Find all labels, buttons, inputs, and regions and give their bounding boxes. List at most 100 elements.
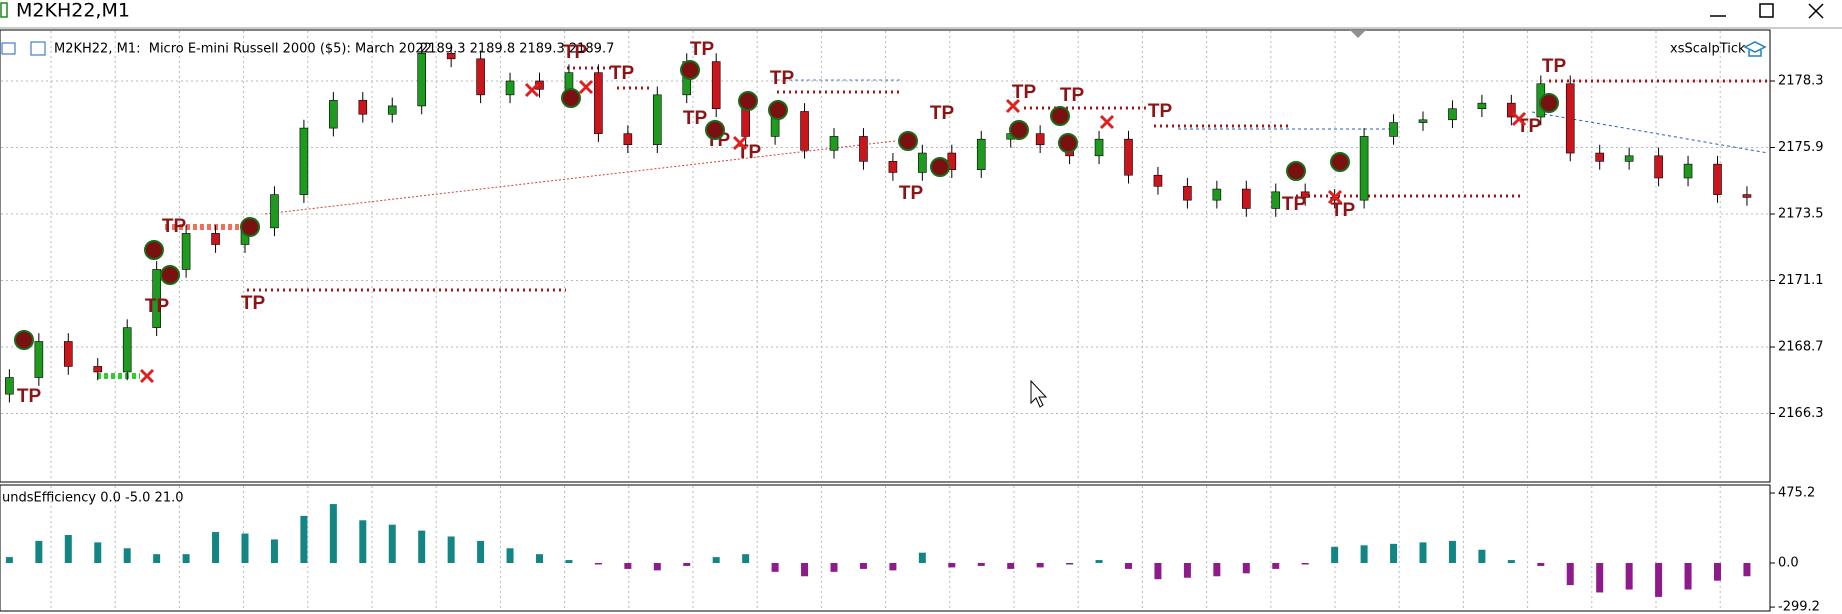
- close-button[interactable]: [1796, 0, 1836, 24]
- candle-body: [711, 61, 721, 110]
- signal-circle: [738, 91, 758, 111]
- candle-body: [329, 100, 338, 129]
- indicator-bar: [1183, 563, 1191, 578]
- indicator-title: undsEfficiency 0.0 -5.0 21.0: [2, 491, 184, 506]
- exit-cross: [524, 82, 540, 98]
- indicator-bar: [1066, 563, 1074, 565]
- candle-body: [5, 377, 14, 395]
- indicator-bar: [506, 548, 514, 564]
- indicator-bar: [1036, 563, 1044, 568]
- tp-label: TP: [690, 39, 715, 60]
- expert-name: xsScalpTick: [1670, 42, 1746, 57]
- indicator-bar: [1390, 543, 1398, 564]
- y-tick-label: 0.0: [1778, 556, 1799, 571]
- signal-circle: [1050, 106, 1070, 126]
- indicator-bar: [329, 504, 337, 564]
- tp-label: TP: [17, 386, 42, 407]
- candle-body: [564, 72, 574, 90]
- indicator-bar: [1714, 563, 1721, 581]
- candle-body: [122, 327, 132, 373]
- candle-body: [1183, 186, 1192, 201]
- exit-cross: [1005, 98, 1021, 114]
- indicator-bar: [182, 554, 190, 564]
- indicator-bar: [359, 520, 367, 564]
- candle-body: [829, 136, 839, 151]
- indicator-bar: [742, 554, 750, 564]
- indicator-bar: [830, 563, 838, 572]
- candle-body: [1418, 119, 1428, 123]
- indicator-bar: [889, 563, 897, 571]
- indicator-bar: [1007, 563, 1015, 569]
- candle-body: [1624, 155, 1634, 162]
- tp-label: TP: [241, 293, 266, 314]
- signal-circle: [680, 60, 700, 80]
- candle-body: [93, 366, 103, 373]
- candle-body: [1153, 174, 1163, 187]
- indicator-bar: [1655, 563, 1663, 597]
- signal-circle: [561, 88, 581, 108]
- candle-body: [976, 138, 986, 170]
- indicator-bar: [1242, 563, 1250, 574]
- candle-body: [1565, 83, 1575, 154]
- candle-body: [1035, 133, 1045, 146]
- candle-body: [800, 111, 809, 151]
- indicator-bar: [918, 552, 926, 564]
- candle-body: [299, 127, 309, 195]
- indicator-bar: [212, 532, 220, 564]
- candle-body: [1124, 138, 1133, 176]
- indicator-bar: [1095, 560, 1103, 564]
- indicator-bar: [1743, 563, 1751, 577]
- indicator-bar: [270, 539, 278, 564]
- ohlc-readout: 2189.3 2189.8 2189.3 2189.7: [420, 42, 614, 57]
- signal-circle: [1286, 161, 1306, 181]
- title-bar: [0, 0, 1842, 27]
- indicator-bar: [565, 560, 573, 564]
- y-tick-label: 2173.5: [1778, 207, 1824, 222]
- exit-cross: [139, 368, 155, 384]
- expert-icon: [1743, 41, 1767, 57]
- window-title: M2KH22,M1: [16, 0, 130, 22]
- indicator-panel: [0, 484, 1771, 612]
- candle-body: [652, 94, 662, 146]
- indicator-bar: [1537, 563, 1545, 566]
- signal-circle: [1058, 133, 1078, 153]
- candle-body: [1595, 152, 1604, 162]
- signal-circle: [898, 131, 918, 151]
- indicator-bar: [771, 563, 779, 572]
- tp-label: TP: [563, 42, 588, 63]
- tp-label: TP: [1012, 82, 1037, 103]
- main-panel: [0, 29, 1771, 483]
- tp-label: TP: [1542, 56, 1567, 77]
- candle-body: [1448, 108, 1457, 121]
- tp-label: TP: [1148, 101, 1173, 122]
- shift-marker: [1350, 30, 1366, 38]
- indicator-bar: [801, 563, 809, 577]
- indicator-bar: [1360, 545, 1368, 564]
- candle-body: [594, 72, 603, 134]
- indicator-bar: [5, 557, 13, 564]
- candle-body: [1389, 122, 1398, 137]
- indicator-bar: [653, 563, 661, 571]
- candle-body: [270, 194, 279, 229]
- candle-body: [1094, 138, 1104, 157]
- indicator-bar: [1331, 546, 1339, 564]
- candle-body: [859, 136, 868, 162]
- exit-cross: [1327, 189, 1343, 205]
- minimize-button[interactable]: [1700, 0, 1736, 24]
- indicator-bar: [1596, 563, 1604, 593]
- indicator-bar: [1272, 563, 1280, 569]
- signal-circle: [240, 217, 260, 237]
- candle-body: [1300, 191, 1310, 198]
- indicator-bar: [1684, 563, 1692, 590]
- candle-body: [1359, 136, 1369, 201]
- candle-body: [1683, 163, 1693, 179]
- maximize-button[interactable]: [1748, 0, 1784, 24]
- indicator-bar: [123, 548, 131, 564]
- indicator-bar: [1478, 549, 1486, 564]
- signal-circle: [14, 330, 34, 350]
- signal-circle: [930, 157, 950, 177]
- tp-label: TP: [145, 296, 170, 317]
